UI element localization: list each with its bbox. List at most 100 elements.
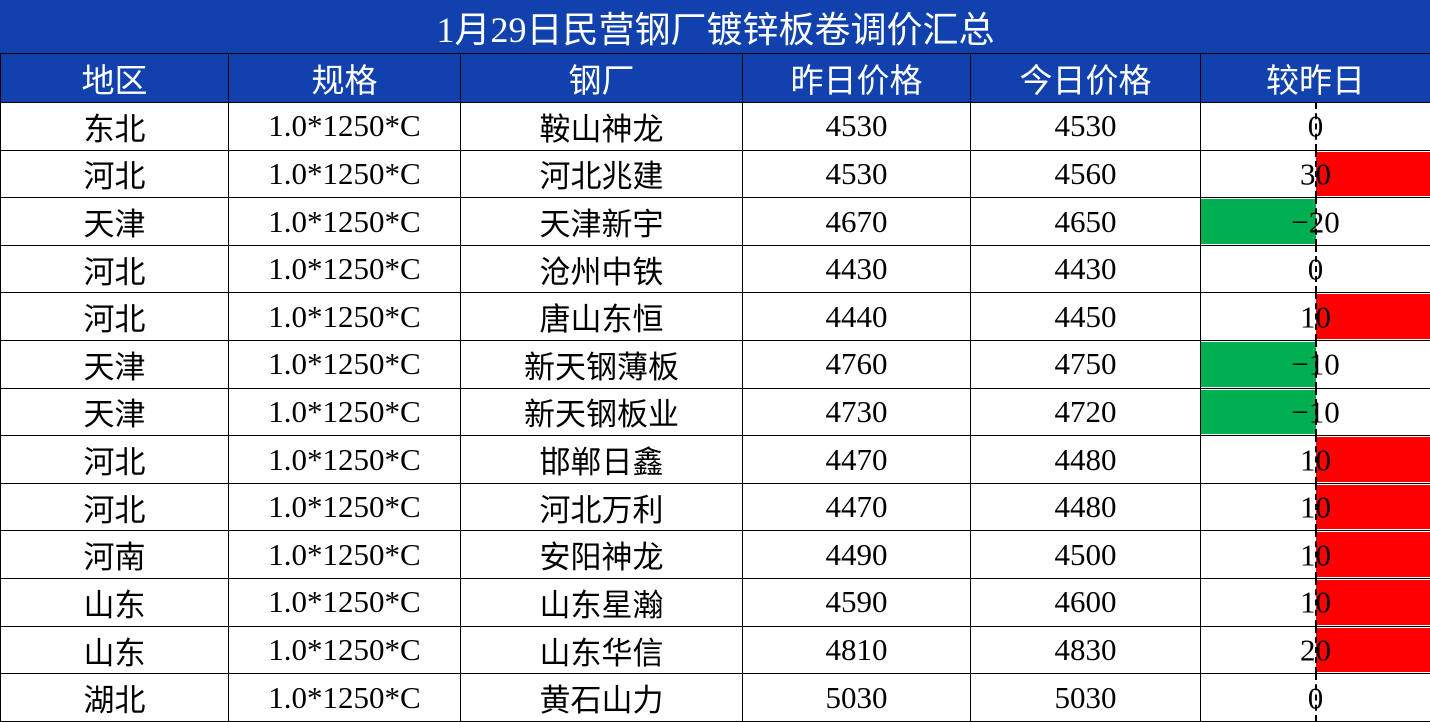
change-databar-wrapper: 30 <box>1202 151 1430 197</box>
cell-spec: 1.0*1250*C <box>228 197 461 246</box>
cell-region: 河北 <box>0 244 229 294</box>
cell-spec: 1.0*1250*C <box>228 149 461 199</box>
cell-today-price: 4480 <box>970 435 1201 484</box>
cell-today-price: 4560 <box>970 149 1201 199</box>
databar-zero-axis <box>1314 579 1317 626</box>
cell-mill: 唐山东恒 <box>460 292 743 342</box>
change-databar-wrapper: 10 <box>1202 436 1430 483</box>
cell-today-price: 4500 <box>970 530 1201 580</box>
table-row: 天津 1.0*1250*C 新天钢板业 4730 4720 −10 <box>0 387 1430 437</box>
change-databar-wrapper: 10 <box>1202 579 1430 626</box>
cell-change: −10 <box>1199 340 1430 389</box>
cell-change: 20 <box>1199 625 1430 675</box>
decrease-databar <box>1201 342 1316 387</box>
cell-mill: 天津新宇 <box>460 197 743 246</box>
change-databar-wrapper: 10 <box>1202 531 1430 578</box>
cell-today-price: 4600 <box>970 578 1201 627</box>
cell-mill: 黄石山力 <box>460 673 743 722</box>
databar-zero-axis <box>1314 341 1317 388</box>
table-row: 河北 1.0*1250*C 河北兆建 4530 4560 30 <box>0 149 1430 199</box>
databar-zero-axis <box>1314 627 1317 673</box>
table-body: 东北 1.0*1250*C 鞍山神龙 4530 4530 0 河北 1.0*1250*C 河北兆… <box>0 102 1430 722</box>
column-header-yesterday-price: 昨日价格 <box>742 53 971 103</box>
cell-region: 河北 <box>0 482 229 532</box>
databar-zero-axis <box>1314 484 1317 530</box>
cell-yesterday-price: 4470 <box>742 482 971 532</box>
change-databar-wrapper: 10 <box>1202 293 1430 340</box>
cell-region: 河北 <box>0 149 229 199</box>
cell-change: −20 <box>1199 197 1430 246</box>
cell-change: −10 <box>1199 387 1430 437</box>
change-value: 0 <box>1307 680 1324 716</box>
table-row: 天津 1.0*1250*C 天津新宇 4670 4650 −20 <box>0 197 1430 246</box>
cell-spec: 1.0*1250*C <box>228 482 461 532</box>
change-value: 10 <box>1300 489 1332 525</box>
cell-region: 天津 <box>0 197 229 246</box>
databar-zero-axis <box>1314 531 1317 578</box>
cell-region: 河北 <box>0 292 229 342</box>
table-row: 河南 1.0*1250*C 安阳神龙 4490 4500 10 <box>0 530 1430 580</box>
cell-yesterday-price: 4490 <box>742 530 971 580</box>
column-header-spec: 规格 <box>228 53 461 103</box>
change-value: −10 <box>1291 346 1340 382</box>
cell-mill: 沧州中铁 <box>460 244 743 294</box>
table-row: 湖北 1.0*1250*C 黄石山力 5030 5030 0 <box>0 673 1430 722</box>
databar-zero-axis <box>1314 151 1317 197</box>
cell-change: 10 <box>1199 292 1430 342</box>
cell-change: 0 <box>1199 244 1430 294</box>
cell-today-price: 4430 <box>970 244 1201 294</box>
cell-spec: 1.0*1250*C <box>228 340 461 389</box>
cell-yesterday-price: 4670 <box>742 197 971 246</box>
cell-change: 10 <box>1199 435 1430 484</box>
cell-yesterday-price: 4530 <box>742 102 971 151</box>
cell-region: 东北 <box>0 102 229 151</box>
decrease-databar <box>1201 199 1316 244</box>
change-value: 10 <box>1300 299 1332 335</box>
cell-today-price: 4480 <box>970 482 1201 532</box>
cell-mill: 新天钢板业 <box>460 387 743 437</box>
databar-zero-axis <box>1314 293 1317 340</box>
cell-yesterday-price: 4810 <box>742 625 971 675</box>
cell-yesterday-price: 4530 <box>742 149 971 199</box>
cell-spec: 1.0*1250*C <box>228 578 461 627</box>
change-value: 10 <box>1300 584 1332 620</box>
cell-yesterday-price: 4590 <box>742 578 971 627</box>
cell-today-price: 4720 <box>970 387 1201 437</box>
increase-databar <box>1315 437 1430 482</box>
cell-region: 河南 <box>0 530 229 580</box>
cell-spec: 1.0*1250*C <box>228 387 461 437</box>
cell-region: 山东 <box>0 625 229 675</box>
change-databar-wrapper: 20 <box>1202 627 1430 673</box>
table-row: 河北 1.0*1250*C 邯郸日鑫 4470 4480 10 <box>0 435 1430 484</box>
cell-mill: 邯郸日鑫 <box>460 435 743 484</box>
table-row: 天津 1.0*1250*C 新天钢薄板 4760 4750 −10 <box>0 340 1430 389</box>
cell-region: 天津 <box>0 340 229 389</box>
change-databar-wrapper: −20 <box>1201 198 1430 245</box>
cell-region: 天津 <box>0 387 229 437</box>
change-databar-wrapper: 0 <box>1202 103 1430 150</box>
increase-databar <box>1315 484 1430 530</box>
cell-mill: 新天钢薄板 <box>460 340 743 389</box>
cell-mill: 鞍山神龙 <box>460 102 743 151</box>
table-row: 河北 1.0*1250*C 河北万利 4470 4480 10 <box>0 482 1430 532</box>
change-databar-wrapper: 10 <box>1202 484 1430 530</box>
change-value: −20 <box>1291 204 1340 240</box>
cell-change: 30 <box>1199 149 1430 199</box>
cell-spec: 1.0*1250*C <box>228 625 461 675</box>
change-value: 0 <box>1307 108 1324 144</box>
cell-region: 山东 <box>0 578 229 627</box>
cell-today-price: 4650 <box>970 197 1201 246</box>
cell-mill: 山东星瀚 <box>460 578 743 627</box>
cell-yesterday-price: 4440 <box>742 292 971 342</box>
cell-mill: 河北兆建 <box>460 149 743 199</box>
column-header-mill: 钢厂 <box>460 53 743 103</box>
change-value: 30 <box>1300 156 1332 192</box>
databar-zero-axis <box>1314 103 1317 150</box>
change-databar-wrapper: 0 <box>1202 674 1430 721</box>
increase-databar <box>1315 151 1430 197</box>
cell-change: 0 <box>1199 102 1430 151</box>
change-value: −10 <box>1291 394 1340 430</box>
databar-zero-axis <box>1314 246 1317 292</box>
